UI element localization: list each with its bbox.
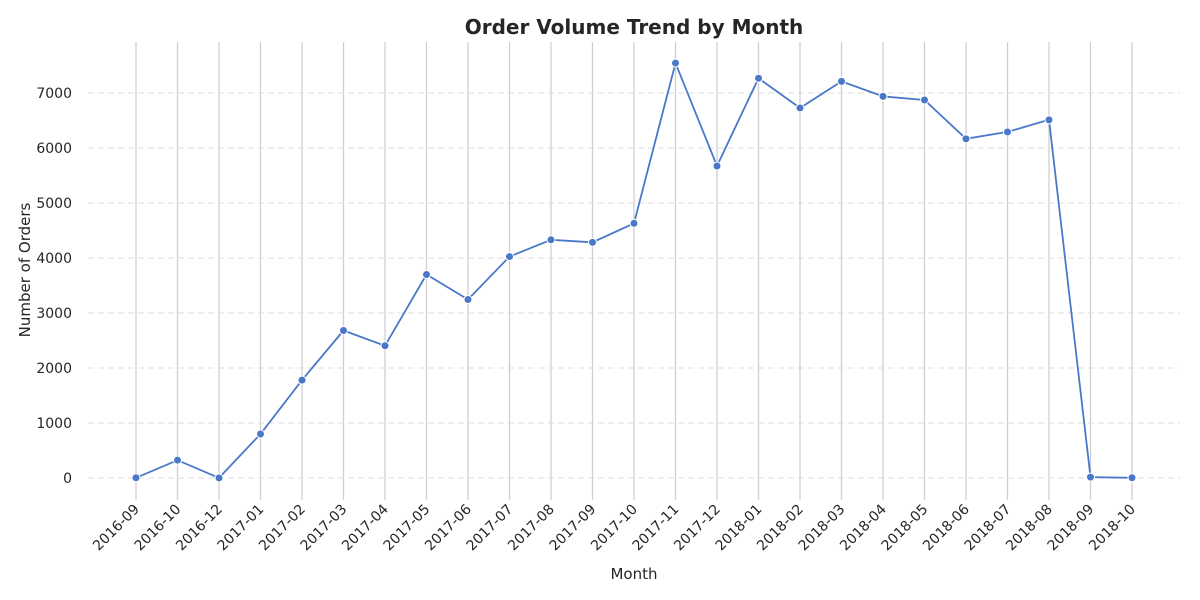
y-axis-ticks: 0 1000 2000 3000 4000 5000 6000 7000	[36, 86, 72, 487]
y-tick-label: 2000	[36, 361, 72, 377]
data-point	[712, 161, 722, 171]
data-point	[1044, 115, 1054, 125]
data-point	[671, 58, 680, 68]
chart-title: Order Volume Trend by Month	[465, 15, 804, 39]
data-point	[588, 237, 597, 247]
data-point	[339, 325, 348, 335]
x-axis-ticks: 2016-092016-102016-122017-012017-022017-…	[90, 501, 1139, 554]
data-point	[1086, 472, 1095, 482]
grid	[88, 42, 1180, 500]
y-tick-label: 4000	[36, 251, 72, 267]
data-point	[754, 73, 763, 83]
data-point	[1003, 127, 1012, 137]
data-point	[920, 95, 929, 105]
series-orders	[131, 58, 1137, 483]
data-point	[297, 375, 307, 385]
data-point	[463, 295, 473, 305]
data-point	[131, 473, 141, 483]
x-axis-label: Month	[610, 565, 657, 583]
data-point	[961, 134, 971, 144]
data-point	[878, 91, 888, 101]
data-point	[422, 270, 431, 279]
data-point	[1127, 473, 1137, 483]
data-point	[173, 455, 182, 465]
y-tick-label: 6000	[36, 141, 72, 157]
data-point	[546, 235, 556, 245]
data-point	[214, 473, 224, 483]
y-axis-label: Number of Orders	[16, 202, 34, 337]
data-point	[256, 429, 265, 439]
y-tick-label: 0	[63, 471, 72, 487]
y-tick-label: 5000	[36, 196, 72, 212]
x-tick-label: 2018-10	[1086, 502, 1139, 555]
data-point	[629, 218, 639, 228]
y-tick-label: 3000	[36, 306, 72, 322]
data-point	[380, 341, 390, 351]
y-tick-label: 1000	[36, 416, 72, 432]
y-tick-label: 7000	[36, 86, 72, 102]
data-point	[505, 252, 514, 262]
data-point	[795, 103, 805, 113]
data-point	[837, 76, 846, 86]
